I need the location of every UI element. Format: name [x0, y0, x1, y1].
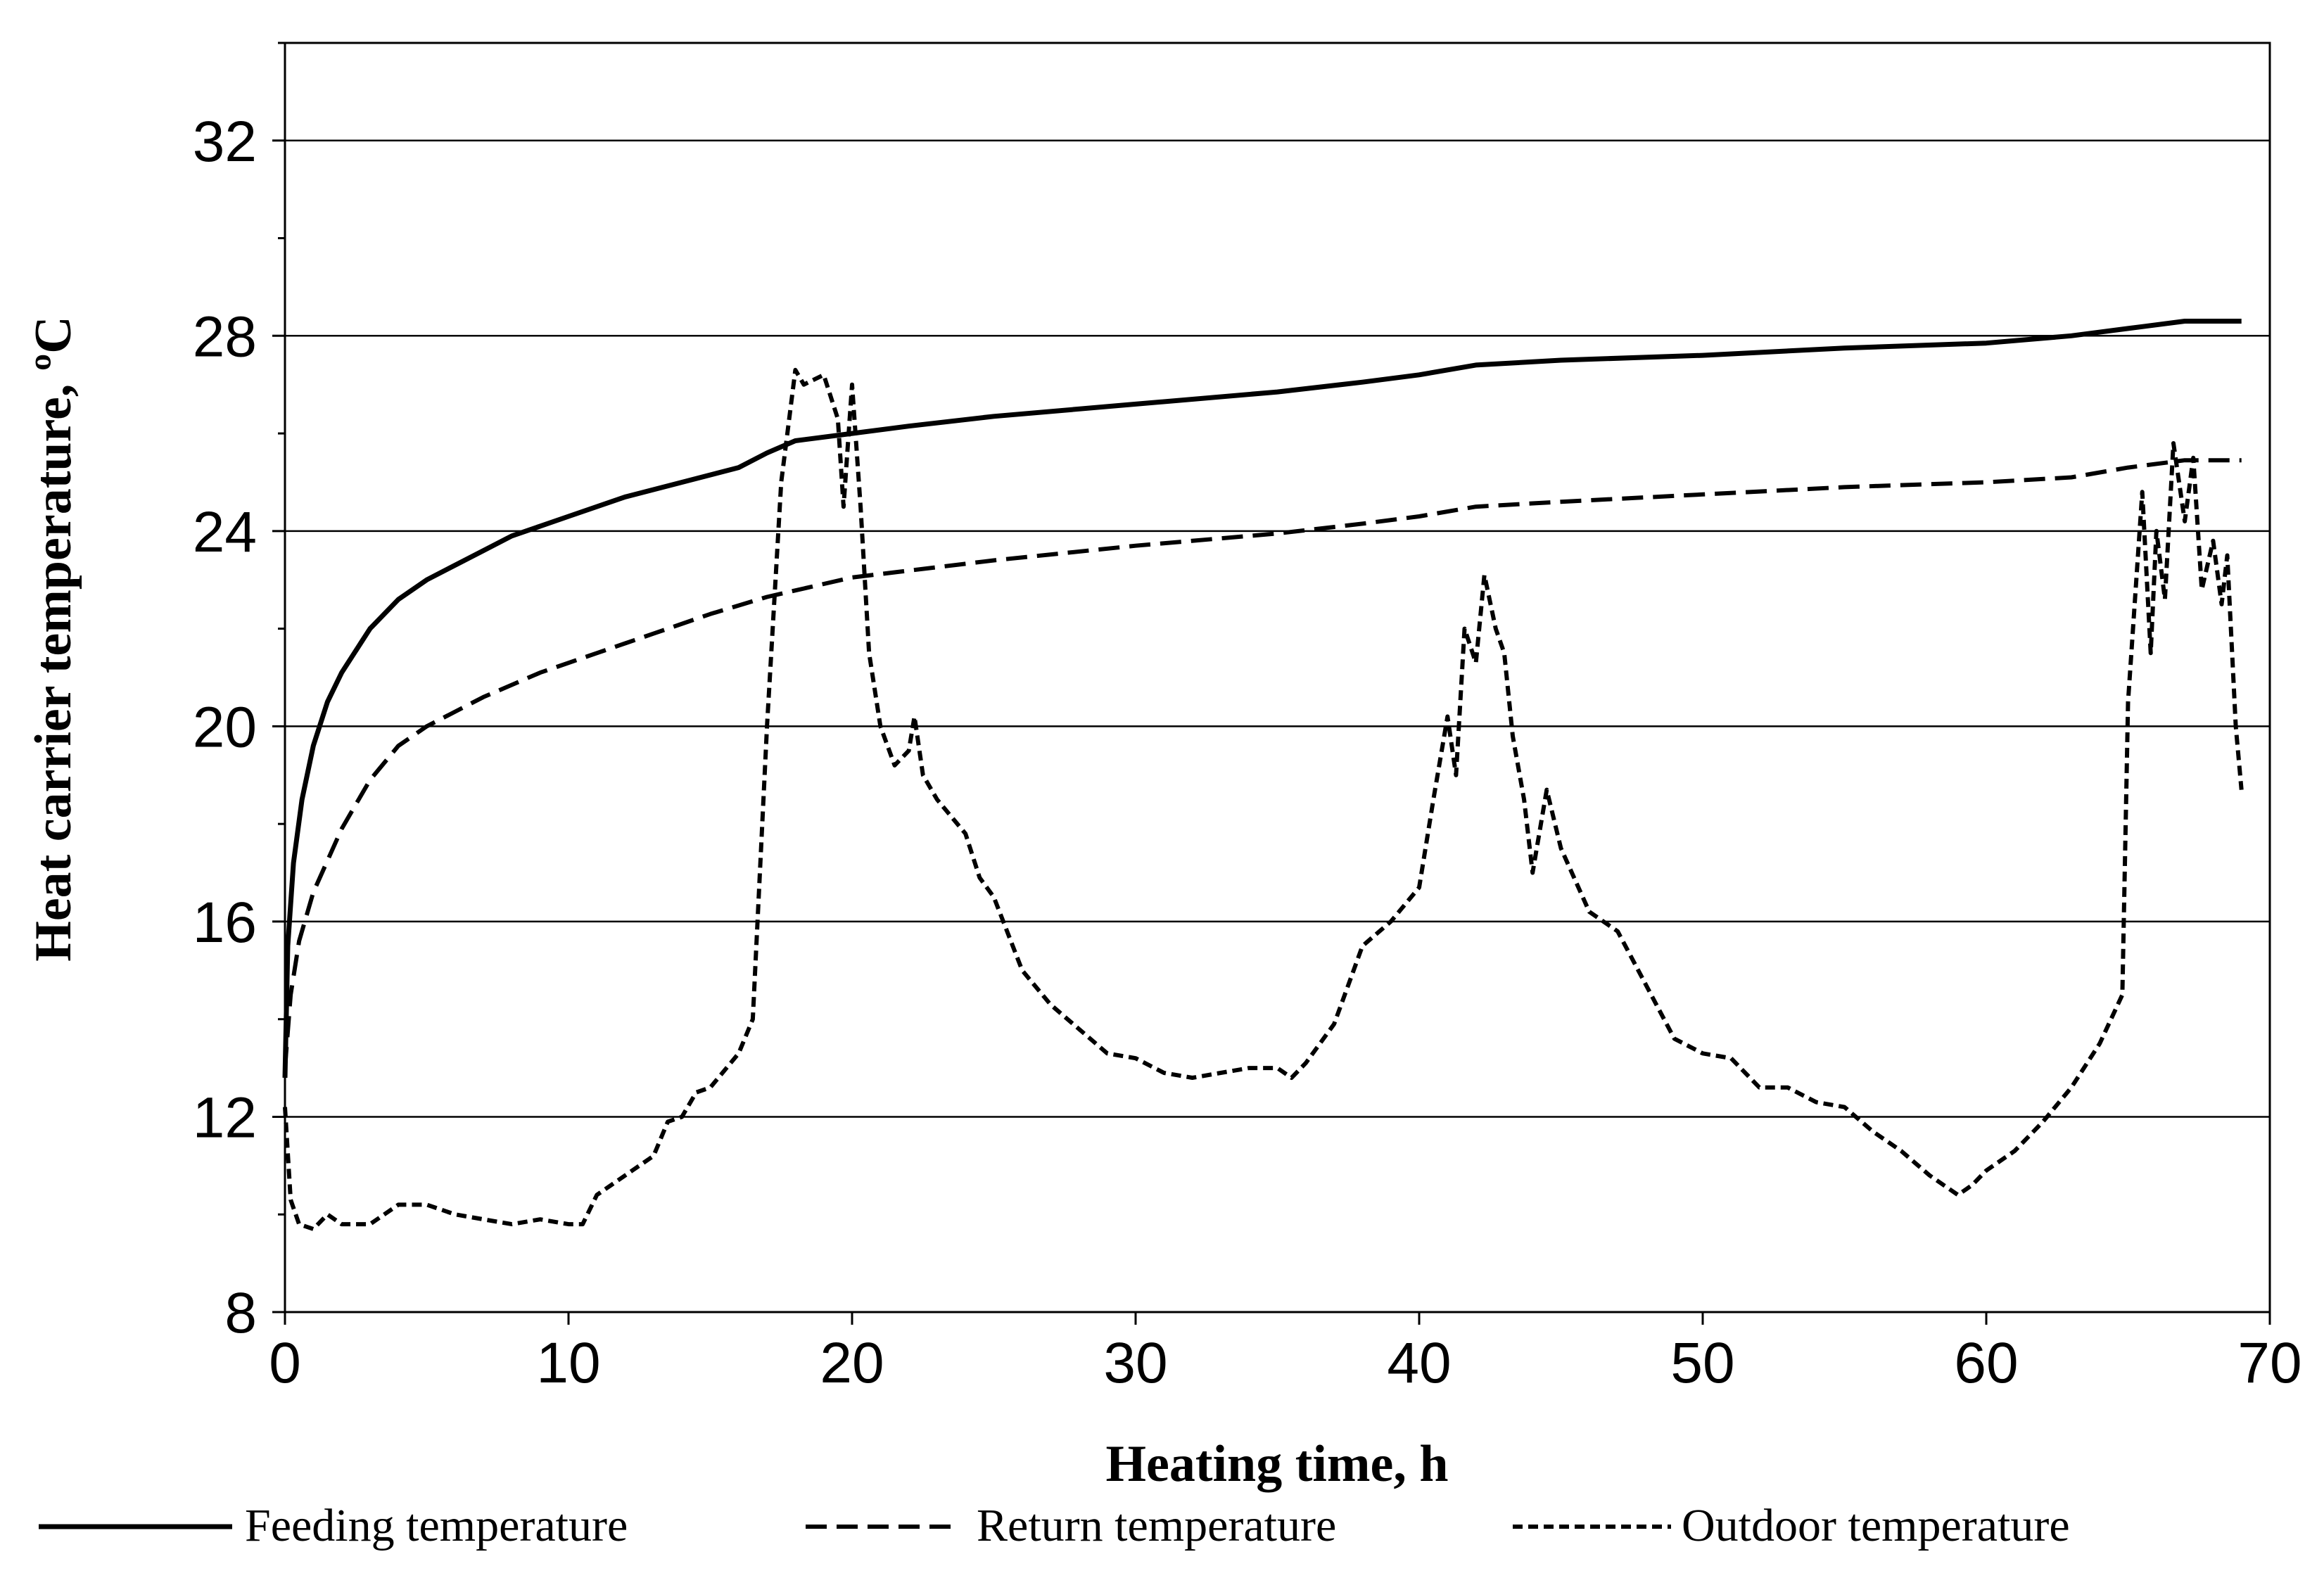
- y-tick-label: 20: [193, 695, 257, 759]
- y-tick-label: 12: [193, 1086, 257, 1150]
- plot-frame: [284, 42, 2271, 1313]
- legend-label: Outdoor temperature: [1682, 1500, 2070, 1551]
- series: [282, 319, 2244, 1231]
- x-tick-label: 20: [820, 1331, 884, 1395]
- series-line-outdoor-temperature: [283, 367, 2244, 1231]
- x-tick-label: 40: [1387, 1331, 1451, 1395]
- axes: [272, 42, 2271, 1325]
- y-tick-label: 32: [193, 110, 257, 174]
- x-tick-label: 60: [1954, 1331, 2018, 1395]
- tick-labels: 8 12 16 20 24 28 32 0 10 20 30 40 50 60 70: [193, 110, 2302, 1395]
- y-tick-label: 24: [193, 500, 257, 564]
- legend-label: Feeding temperature: [245, 1500, 628, 1551]
- x-tick-label: 0: [269, 1331, 301, 1395]
- y-tick-label: 16: [193, 891, 257, 955]
- y-tick-label: 8: [224, 1281, 257, 1345]
- series-line-return-temperature: [283, 458, 2242, 1069]
- x-axis-title: Heating time, h: [1105, 1435, 1448, 1493]
- legend: Feeding temperature Return temperature Out…: [39, 1500, 2070, 1551]
- legend-label: Return temperature: [977, 1500, 1336, 1551]
- y-tick-label: 28: [193, 305, 257, 369]
- x-tick-label: 10: [536, 1331, 600, 1395]
- x-tick-label: 70: [2237, 1331, 2301, 1395]
- y-axis-title: Heat carrier temperature, ºC: [25, 316, 82, 961]
- x-tick-label: 50: [1670, 1331, 1734, 1395]
- grid: [285, 139, 2270, 1118]
- series-line-feeding-temperature: [282, 319, 2242, 1078]
- x-tick-label: 30: [1103, 1331, 1167, 1395]
